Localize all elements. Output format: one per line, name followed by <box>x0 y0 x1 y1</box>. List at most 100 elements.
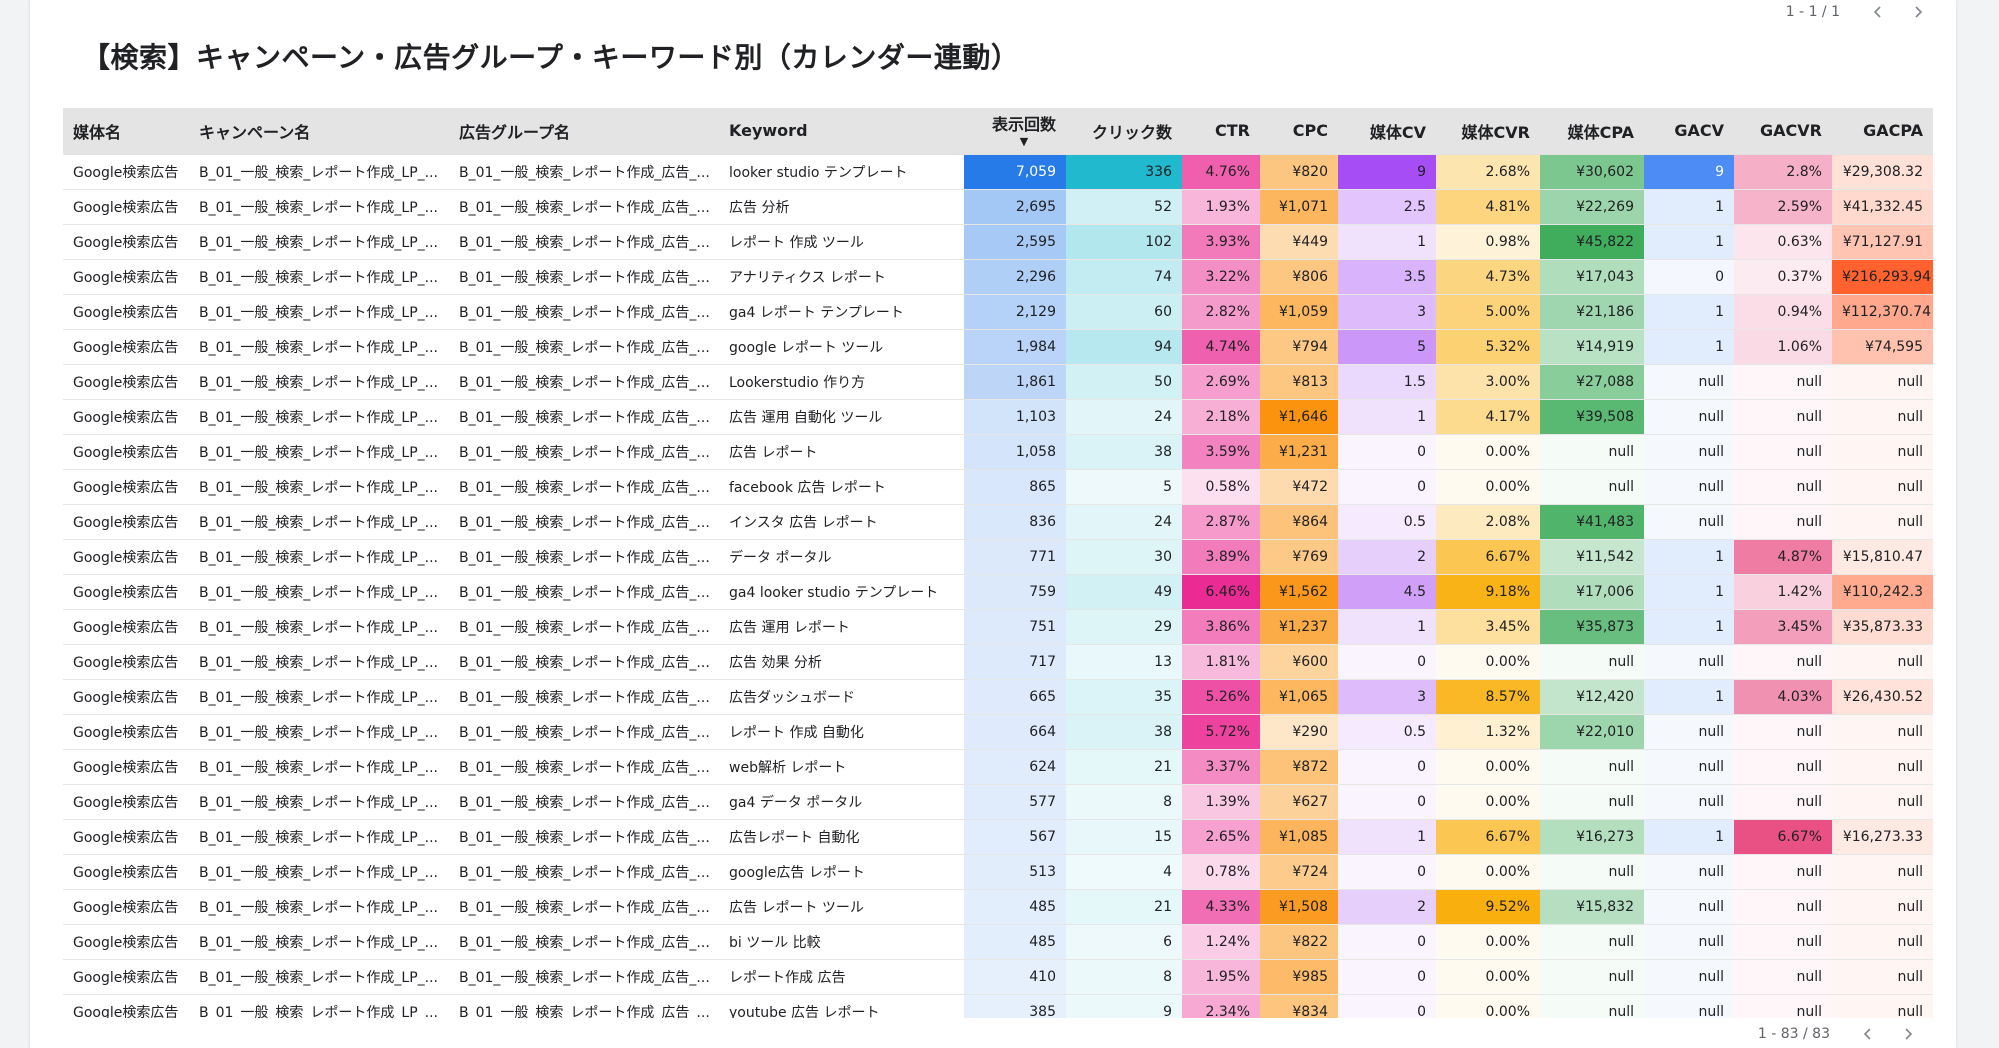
cell-keyword: 広告 運用 レポート <box>719 609 964 645</box>
cell-impressions: 1,103 <box>964 399 1066 435</box>
cell-gacv: null <box>1644 364 1734 400</box>
cell-cpc: ¥794 <box>1260 329 1338 365</box>
cell-media-cv: 0.5 <box>1338 714 1436 750</box>
cell-ctr: 1.93% <box>1182 189 1260 225</box>
column-header-cpc[interactable]: CPC <box>1260 108 1338 154</box>
cell-clicks: 8 <box>1066 784 1182 820</box>
cell-keyword: web解析 レポート <box>719 749 964 785</box>
cell-cpc: ¥834 <box>1260 994 1338 1018</box>
table-row[interactable]: Google検索広告 B_01_一般_検索_レポート作成_LP_... B_01_一… <box>63 364 1933 400</box>
cell-keyword: 広告 レポート <box>719 434 964 470</box>
cell-media-cv: 0.5 <box>1338 504 1436 540</box>
cell-media-cv: 3 <box>1338 294 1436 330</box>
cell-adgroup: B_01_一般_検索_レポート作成_広告_... <box>449 889 719 925</box>
table-row[interactable]: Google検索広告 B_01_一般_検索_レポート作成_LP_... B_01_一… <box>63 784 1933 820</box>
cell-adgroup: B_01_一般_検索_レポート作成_広告_... <box>449 504 719 540</box>
table-row[interactable]: Google検索広告 B_01_一般_検索_レポート作成_LP_... B_01_一… <box>63 889 1933 925</box>
cell-gacvr: null <box>1734 434 1832 470</box>
cell-media-cvr: 0.00% <box>1436 854 1540 890</box>
column-header-impressions[interactable]: 表示回数 ▼ <box>964 108 1066 154</box>
cell-campaign: B_01_一般_検索_レポート作成_LP_... <box>189 784 449 820</box>
column-header-media[interactable]: 媒体名 <box>63 108 189 154</box>
column-header-gacpa[interactable]: GACPA <box>1832 108 1933 154</box>
cell-media-cpa: ¥30,602 <box>1540 153 1644 190</box>
cell-media-cpa: null <box>1540 469 1644 505</box>
cell-media: Google検索広告 <box>63 153 189 190</box>
table-row[interactable]: Google検索広告 B_01_一般_検索_レポート作成_LP_... B_01_一… <box>63 574 1933 610</box>
cell-keyword: レポート 作成 自動化 <box>719 714 964 750</box>
table-row[interactable]: Google検索広告 B_01_一般_検索_レポート作成_LP_... B_01_一… <box>63 819 1933 855</box>
cell-gacv: null <box>1644 504 1734 540</box>
cell-adgroup: B_01_一般_検索_レポート作成_広告_... <box>449 259 719 295</box>
cell-adgroup: B_01_一般_検索_レポート作成_広告_... <box>449 679 719 715</box>
column-header-keyword[interactable]: Keyword <box>719 108 964 154</box>
cell-ctr: 4.76% <box>1182 153 1260 190</box>
cell-ctr: 4.33% <box>1182 889 1260 925</box>
next-page-button[interactable] <box>1888 1022 1928 1046</box>
table-row[interactable]: Google検索広告 B_01_一般_検索_レポート作成_LP_... B_01_一… <box>63 714 1933 750</box>
cell-gacvr: 6.67% <box>1734 819 1832 855</box>
cell-media-cv: 4.5 <box>1338 574 1436 610</box>
table-row[interactable]: Google検索広告 B_01_一般_検索_レポート作成_LP_... B_01_一… <box>63 539 1933 575</box>
cell-adgroup: B_01_一般_検索_レポート作成_広告_... <box>449 924 719 960</box>
column-header-media-cv[interactable]: 媒体CV <box>1338 108 1436 154</box>
cell-gacv: null <box>1644 749 1734 785</box>
table-row[interactable]: Google検索広告 B_01_一般_検索_レポート作成_LP_... B_01_一… <box>63 469 1933 505</box>
column-header-clicks[interactable]: クリック数 <box>1066 108 1182 154</box>
cell-cpc: ¥1,231 <box>1260 434 1338 470</box>
cell-media-cv: 0 <box>1338 959 1436 995</box>
table-row[interactable]: Google検索広告 B_01_一般_検索_レポート作成_LP_... B_01_一… <box>63 189 1933 225</box>
cell-clicks: 60 <box>1066 294 1182 330</box>
cell-gacv: null <box>1644 889 1734 925</box>
table-row[interactable]: Google検索広告 B_01_一般_検索_レポート作成_LP_... B_01_一… <box>63 294 1933 330</box>
cell-media-cv: 1 <box>1338 819 1436 855</box>
table-row[interactable]: Google検索広告 B_01_一般_検索_レポート作成_LP_... B_01_一… <box>63 959 1933 995</box>
prev-page-button[interactable] <box>1858 0 1898 24</box>
cell-media-cv: 2 <box>1338 539 1436 575</box>
cell-gacv: null <box>1644 469 1734 505</box>
table-row[interactable]: Google検索広告 B_01_一般_検索_レポート作成_LP_... B_01_一… <box>63 644 1933 680</box>
table-row[interactable]: Google検索広告 B_01_一般_検索_レポート作成_LP_... B_01_一… <box>63 399 1933 435</box>
cell-campaign: B_01_一般_検索_レポート作成_LP_... <box>189 679 449 715</box>
cell-media: Google検索広告 <box>63 574 189 610</box>
column-header-media-cvr[interactable]: 媒体CVR <box>1436 108 1540 154</box>
next-page-button[interactable] <box>1898 0 1938 24</box>
cell-media-cvr: 5.00% <box>1436 294 1540 330</box>
table-row[interactable]: Google検索広告 B_01_一般_検索_レポート作成_LP_... B_01_一… <box>63 749 1933 785</box>
cell-media-cvr: 0.98% <box>1436 224 1540 260</box>
table-row[interactable]: Google検索広告 B_01_一般_検索_レポート作成_LP_... B_01_一… <box>63 224 1933 260</box>
cell-adgroup: B_01_一般_検索_レポート作成_広告_... <box>449 714 719 750</box>
column-header-media-cpa[interactable]: 媒体CPA <box>1540 108 1644 154</box>
prev-page-button[interactable] <box>1848 1022 1888 1046</box>
table-row[interactable]: Google検索広告 B_01_一般_検索_レポート作成_LP_... B_01_一… <box>63 153 1933 190</box>
column-header-gacv[interactable]: GACV <box>1644 108 1734 154</box>
cell-media-cv: 0 <box>1338 469 1436 505</box>
column-header-adgroup[interactable]: 広告グループ名 <box>449 108 719 154</box>
table-row[interactable]: Google検索広告 B_01_一般_検索_レポート作成_LP_... B_01_一… <box>63 854 1933 890</box>
cell-media-cv: 3.5 <box>1338 259 1436 295</box>
table-row[interactable]: Google検索広告 B_01_一般_検索_レポート作成_LP_... B_01_一… <box>63 679 1933 715</box>
cell-media: Google検索広告 <box>63 819 189 855</box>
cell-clicks: 8 <box>1066 959 1182 995</box>
cell-ctr: 2.87% <box>1182 504 1260 540</box>
cell-impressions: 577 <box>964 784 1066 820</box>
table-row[interactable]: Google検索広告 B_01_一般_検索_レポート作成_LP_... B_01_一… <box>63 994 1933 1018</box>
cell-media: Google検索広告 <box>63 539 189 575</box>
cell-clicks: 21 <box>1066 749 1182 785</box>
table-row[interactable]: Google検索広告 B_01_一般_検索_レポート作成_LP_... B_01_一… <box>63 609 1933 645</box>
table-row[interactable]: Google検索広告 B_01_一般_検索_レポート作成_LP_... B_01_一… <box>63 924 1933 960</box>
cell-cpc: ¥290 <box>1260 714 1338 750</box>
table-row[interactable]: Google検索広告 B_01_一般_検索_レポート作成_LP_... B_01_一… <box>63 329 1933 365</box>
cell-ctr: 3.89% <box>1182 539 1260 575</box>
cell-cpc: ¥806 <box>1260 259 1338 295</box>
column-header-ctr[interactable]: CTR <box>1182 108 1260 154</box>
cell-campaign: B_01_一般_検索_レポート作成_LP_... <box>189 329 449 365</box>
cell-keyword: 広告 レポート ツール <box>719 889 964 925</box>
table-row[interactable]: Google検索広告 B_01_一般_検索_レポート作成_LP_... B_01_一… <box>63 504 1933 540</box>
table-row[interactable]: Google検索広告 B_01_一般_検索_レポート作成_LP_... B_01_一… <box>63 434 1933 470</box>
column-header-campaign[interactable]: キャンペーン名 <box>189 108 449 154</box>
cell-media: Google検索広告 <box>63 609 189 645</box>
table-row[interactable]: Google検索広告 B_01_一般_検索_レポート作成_LP_... B_01_一… <box>63 259 1933 295</box>
column-header-gacvr[interactable]: GACVR <box>1734 108 1832 154</box>
cell-gacv: 1 <box>1644 539 1734 575</box>
